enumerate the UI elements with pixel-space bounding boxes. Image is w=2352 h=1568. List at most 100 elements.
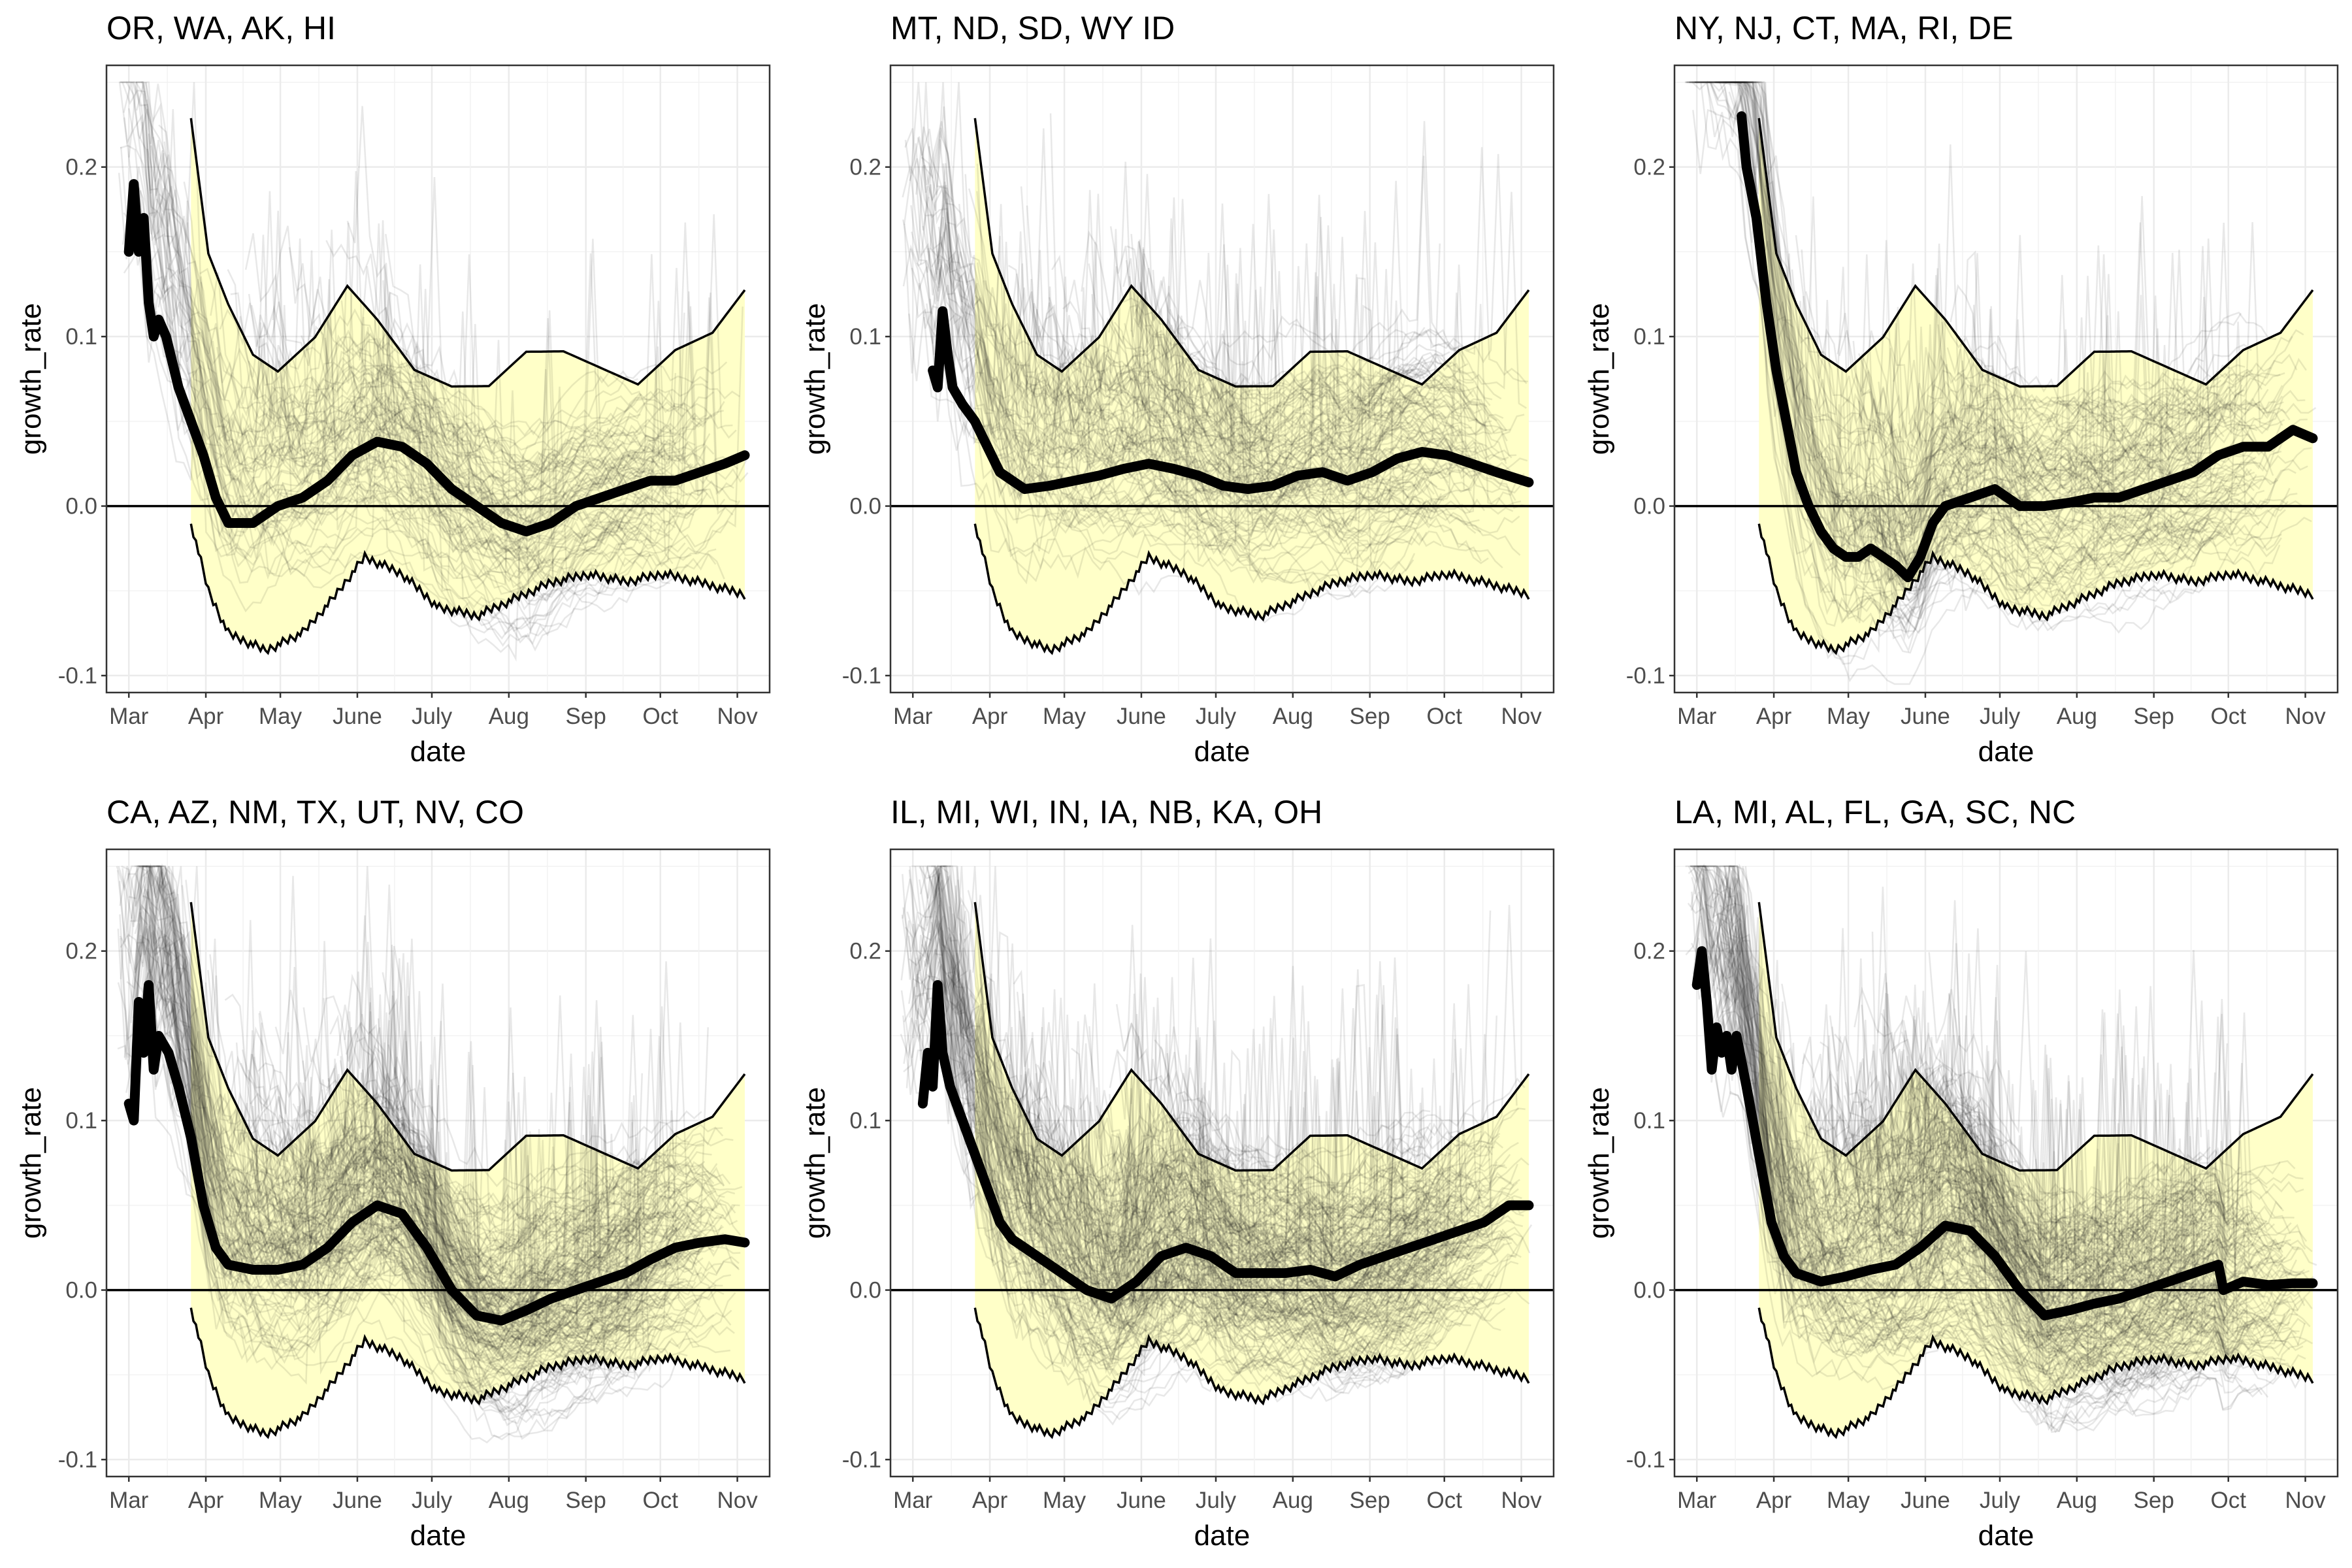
county-trace (163, 962, 701, 1308)
county-trace (1723, 81, 2298, 541)
county-trace (1017, 1071, 1518, 1262)
y-tick-label: 0.2 (1633, 939, 1665, 964)
county-trace (925, 958, 1463, 1387)
main-series-line (928, 306, 1534, 495)
county-trace (1719, 875, 2250, 1290)
county-trace (1735, 81, 2258, 581)
county-trace (1795, 235, 2281, 517)
county-trace (150, 145, 696, 595)
county-trace (1790, 1126, 2240, 1322)
x-tick-label: June (1901, 1488, 1950, 1513)
county-trace (1819, 1110, 2238, 1358)
county-trace (1699, 866, 2283, 1293)
county-trace (126, 866, 627, 1325)
county-trace (908, 868, 1492, 1250)
county-trace (903, 121, 1456, 476)
band-upper-line (189, 118, 746, 388)
county-trace (906, 866, 1422, 1255)
county-trace (1827, 434, 2232, 592)
county-trace (902, 866, 1448, 1244)
county-trace (1691, 891, 2304, 1396)
county-trace (980, 977, 1511, 1309)
county-trace (1040, 1022, 1467, 1318)
x-tick-label: Aug (2057, 1488, 2097, 1513)
county-trace (1109, 154, 1528, 489)
y-tick-label: -0.1 (1626, 1447, 1665, 1473)
county-trace (1009, 1107, 1465, 1348)
panel-title: LA, MI, AL, FL, GA, SC, NC (1674, 794, 2076, 830)
county-trace (299, 1038, 637, 1348)
county-trace (1728, 977, 2193, 1382)
county-trace (1125, 1203, 1492, 1328)
county-trace (1910, 347, 2284, 483)
county-trace (117, 928, 700, 1273)
county-trace (135, 82, 711, 520)
county-trace (1076, 1008, 1420, 1259)
county-trace (144, 930, 735, 1361)
county-trace (972, 894, 1495, 1270)
county-trace (176, 958, 647, 1414)
county-trace (1122, 258, 1482, 562)
county-trace (132, 938, 656, 1350)
county-trace (1771, 217, 2264, 542)
county-trace (918, 866, 1486, 1295)
county-trace (1881, 333, 2196, 554)
county-trace (146, 99, 707, 555)
county-trace (1707, 918, 2223, 1312)
county-trace (1158, 1113, 1487, 1271)
panel-3: -0.1 0.0 0.1 0.2 Mar Apr May June July Aug Sep Oct N… (1583, 10, 2339, 768)
county-trace (138, 865, 743, 1356)
county-trace (1898, 315, 2228, 530)
county-trace (1141, 310, 1463, 491)
county-trace (912, 919, 1421, 1311)
county-trace (128, 865, 725, 1260)
x-tick-label: Mar (109, 704, 149, 729)
county-trace (1115, 1217, 1475, 1369)
county-trace (949, 906, 1472, 1231)
county-trace (1130, 1036, 1482, 1320)
county-trace (904, 140, 1517, 506)
county-trace (216, 347, 724, 477)
y-tick-label: -0.1 (842, 1447, 881, 1473)
county-trace (1825, 1034, 2206, 1328)
county-trace (1052, 1017, 1411, 1303)
x-tick-label: July (1196, 704, 1237, 729)
county-trace (1871, 1130, 2201, 1252)
county-trace (1805, 253, 2201, 576)
county-trace (1698, 865, 2244, 1328)
county-trace (1849, 1067, 2193, 1294)
county-trace (120, 863, 718, 1329)
county-trace (998, 1032, 1477, 1279)
county-trace (1730, 936, 2313, 1376)
county-trace (966, 360, 1482, 624)
county-trace (1088, 1003, 1522, 1330)
y-tick-label: 0.0 (1633, 494, 1665, 519)
x-tick-label: Apr (188, 1488, 224, 1513)
county-trace (1765, 1011, 2207, 1336)
county-trace (1937, 1105, 2274, 1338)
county-trace (939, 866, 1455, 1256)
x-tick-label: July (1196, 1488, 1237, 1513)
county-trace (1829, 1015, 2233, 1268)
county-trace (1950, 284, 2189, 535)
county-trace (200, 282, 686, 634)
county-trace (156, 865, 723, 1282)
county-trace (1841, 953, 2276, 1249)
county-trace (1049, 113, 1513, 551)
county-trace (327, 1062, 717, 1261)
county-trace (150, 902, 740, 1347)
y-tick-label: 0.1 (1633, 324, 1665, 350)
county-trace (1712, 887, 2228, 1298)
y-tick-label: -0.1 (1626, 663, 1665, 689)
county-trace (1798, 1115, 2261, 1343)
county-trace (388, 1056, 659, 1348)
county-trace (1152, 1120, 1475, 1362)
county-trace (903, 1004, 1486, 1326)
county-trace (1729, 81, 2252, 625)
county-trace (144, 82, 713, 498)
county-trace (1810, 1019, 2199, 1369)
county-trace (1882, 1030, 2300, 1279)
county-trace (1122, 325, 1429, 404)
county-trace (904, 128, 1502, 463)
county-trace (1124, 309, 1520, 538)
